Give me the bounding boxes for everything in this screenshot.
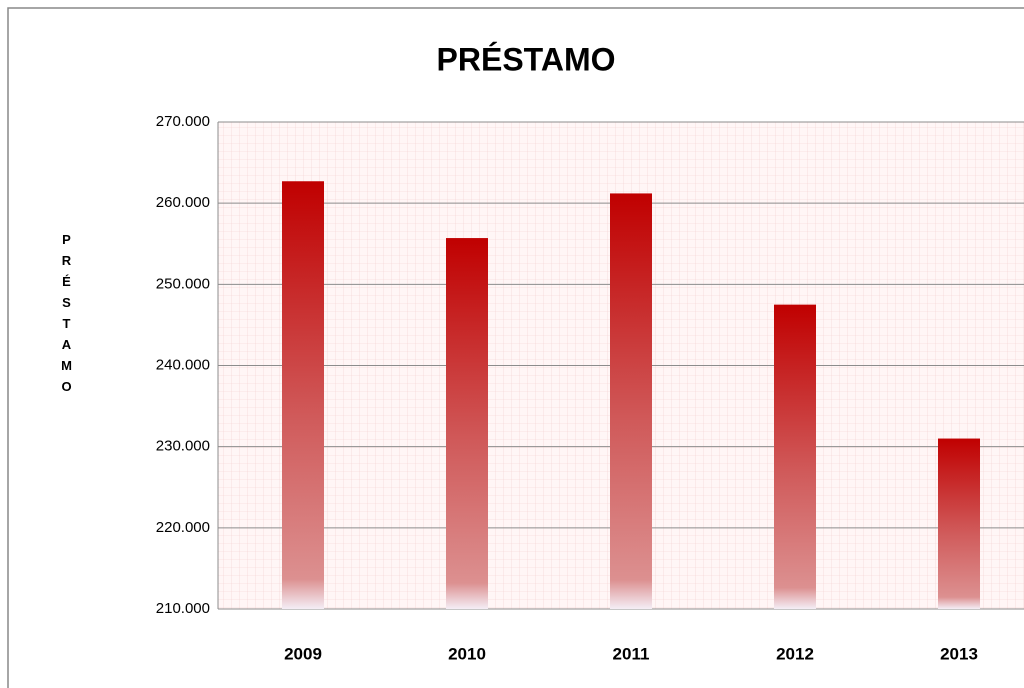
y-tick-label: 210.000 bbox=[156, 600, 210, 617]
y-tick-label: 250.000 bbox=[156, 275, 210, 292]
x-tick-label: 2010 bbox=[448, 644, 486, 663]
y-axis-label: PRÉSTAMO bbox=[59, 232, 74, 400]
y-tick-label: 230.000 bbox=[156, 438, 210, 455]
y-tick-label: 270.000 bbox=[156, 113, 210, 130]
x-tick-label: 2009 bbox=[284, 644, 322, 663]
bar bbox=[610, 193, 652, 609]
chart-title: PRÉSTAMO bbox=[437, 41, 616, 77]
bar bbox=[938, 438, 980, 609]
bar bbox=[446, 238, 488, 609]
bar bbox=[774, 304, 816, 609]
y-tick-label: 260.000 bbox=[156, 194, 210, 211]
x-tick-label: 2013 bbox=[940, 644, 978, 663]
y-tick-label: 220.000 bbox=[156, 519, 210, 536]
x-tick-label: 2012 bbox=[776, 644, 814, 663]
bar bbox=[282, 181, 324, 610]
x-tick-label: 2011 bbox=[613, 644, 650, 663]
y-tick-label: 240.000 bbox=[156, 356, 210, 373]
